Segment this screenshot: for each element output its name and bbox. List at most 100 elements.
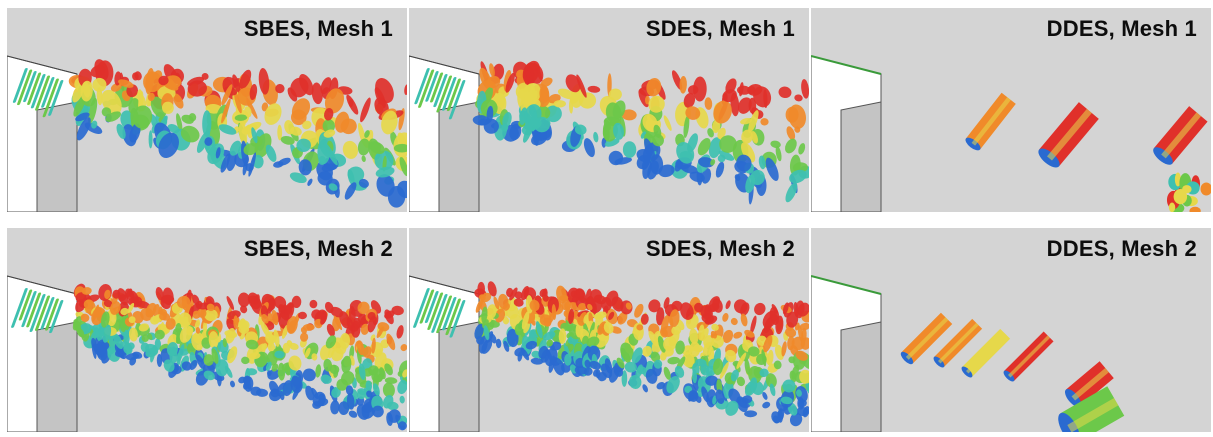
vortex-blob bbox=[279, 390, 285, 401]
vortex-blob bbox=[245, 368, 258, 376]
vortex-blob bbox=[282, 342, 291, 354]
roller-vortex bbox=[21, 291, 37, 328]
vortex-blob bbox=[805, 380, 809, 395]
vortex-blob bbox=[725, 300, 731, 310]
roller-vortex bbox=[419, 289, 435, 324]
vortex-blob bbox=[375, 77, 394, 104]
vortex-blob bbox=[501, 123, 509, 132]
vortex-blob bbox=[273, 329, 280, 347]
vortex-blob bbox=[290, 376, 303, 394]
vortex-blob bbox=[282, 380, 293, 397]
panel-ddes-mesh-1: DDES, Mesh 1 bbox=[811, 8, 1211, 212]
vortex-blob bbox=[546, 339, 554, 347]
vortex-structures bbox=[413, 281, 809, 427]
vortex-blob bbox=[758, 155, 766, 170]
vortex-blob bbox=[683, 92, 696, 108]
vortex-blob bbox=[347, 166, 365, 183]
vortex-blob bbox=[334, 111, 350, 133]
vortex-blob bbox=[529, 329, 536, 339]
vortex-blob bbox=[251, 127, 258, 144]
vortex-blob bbox=[777, 409, 784, 423]
vortex-blob bbox=[81, 287, 92, 295]
vortex-blob bbox=[351, 320, 361, 338]
vortex-blob bbox=[502, 112, 512, 128]
vortex-blob bbox=[683, 115, 690, 138]
vortex-blob bbox=[274, 296, 287, 309]
vortex-blob bbox=[780, 396, 793, 405]
vortex-blob bbox=[261, 102, 269, 112]
vortex-blob bbox=[304, 347, 311, 358]
vortex-blob bbox=[685, 106, 701, 120]
vortex-blob bbox=[736, 154, 752, 172]
vortex-blob bbox=[178, 312, 192, 327]
vortex-blob bbox=[345, 385, 354, 396]
vortex-blob bbox=[189, 359, 198, 370]
vortex-blob bbox=[765, 373, 777, 388]
vortex-blob bbox=[645, 368, 658, 384]
vortex-blob bbox=[132, 105, 153, 129]
vortex-blob bbox=[762, 391, 768, 400]
vortex-blob bbox=[128, 316, 136, 324]
vortex-blob bbox=[483, 118, 499, 134]
vortex-blob bbox=[533, 116, 550, 133]
vortex-blob bbox=[194, 319, 201, 330]
vortex-blob bbox=[280, 136, 295, 145]
vortex-blob bbox=[660, 314, 670, 333]
vortex-blob bbox=[583, 314, 589, 324]
vortex-blob bbox=[704, 97, 713, 110]
vortex-blob bbox=[695, 358, 707, 367]
vortex-blob bbox=[266, 370, 272, 377]
vortex-blob bbox=[533, 62, 543, 82]
vortex-blob bbox=[123, 343, 133, 355]
vortex-blob bbox=[661, 325, 675, 338]
vortex-blob bbox=[611, 296, 624, 312]
vortex-blob bbox=[506, 287, 514, 298]
vortex-blob bbox=[558, 328, 567, 344]
vortex-blob bbox=[628, 375, 642, 389]
vortex-blob bbox=[648, 95, 665, 113]
vortex-blob bbox=[797, 302, 809, 317]
vortex-blob bbox=[725, 400, 739, 416]
vortex-blob bbox=[682, 352, 695, 368]
vortex-blob bbox=[141, 334, 150, 342]
vortex-blob bbox=[309, 299, 318, 309]
vortex-blob bbox=[601, 297, 612, 311]
vortex-blob bbox=[110, 82, 122, 92]
vortex-blob bbox=[620, 342, 634, 361]
vortex-blob bbox=[778, 86, 792, 99]
vortex-blob bbox=[161, 101, 174, 114]
vortex-blob bbox=[348, 306, 356, 325]
cylinder-vortices bbox=[900, 312, 1125, 432]
vortex-blob bbox=[264, 103, 282, 125]
vortex-blob bbox=[660, 352, 667, 361]
vortex-blob bbox=[229, 140, 242, 156]
vortex-blob bbox=[698, 324, 705, 341]
vortex-blob bbox=[725, 349, 737, 363]
vortex-blob bbox=[657, 335, 666, 353]
cylinder-vortex bbox=[965, 92, 1016, 151]
vortex-blob bbox=[103, 299, 113, 308]
vortex-blob bbox=[328, 183, 338, 191]
vortex-blob bbox=[745, 174, 756, 194]
vortex-blob bbox=[326, 323, 335, 337]
vortex-blob bbox=[105, 111, 121, 122]
vortex-blob bbox=[751, 131, 758, 144]
vortex-blob bbox=[747, 86, 756, 95]
vortex-blob bbox=[796, 406, 809, 417]
vortex-blob bbox=[76, 117, 91, 141]
vortex-blob bbox=[551, 304, 557, 320]
vortex-blob bbox=[338, 401, 350, 415]
vortex-blob bbox=[331, 387, 341, 398]
vortex-blob bbox=[774, 344, 784, 361]
vortex-blob bbox=[636, 366, 647, 375]
vortex-blob bbox=[94, 327, 103, 343]
vortex-blob bbox=[75, 112, 90, 122]
vortex-blob bbox=[502, 316, 510, 325]
vortex-blob bbox=[669, 309, 680, 327]
vortex-blob bbox=[325, 335, 337, 349]
vortex-blob bbox=[299, 73, 314, 96]
vortex-blob bbox=[698, 157, 714, 168]
vortex-blob bbox=[173, 93, 184, 109]
vortex-blob bbox=[749, 377, 758, 392]
vortex-blob bbox=[1189, 206, 1201, 212]
